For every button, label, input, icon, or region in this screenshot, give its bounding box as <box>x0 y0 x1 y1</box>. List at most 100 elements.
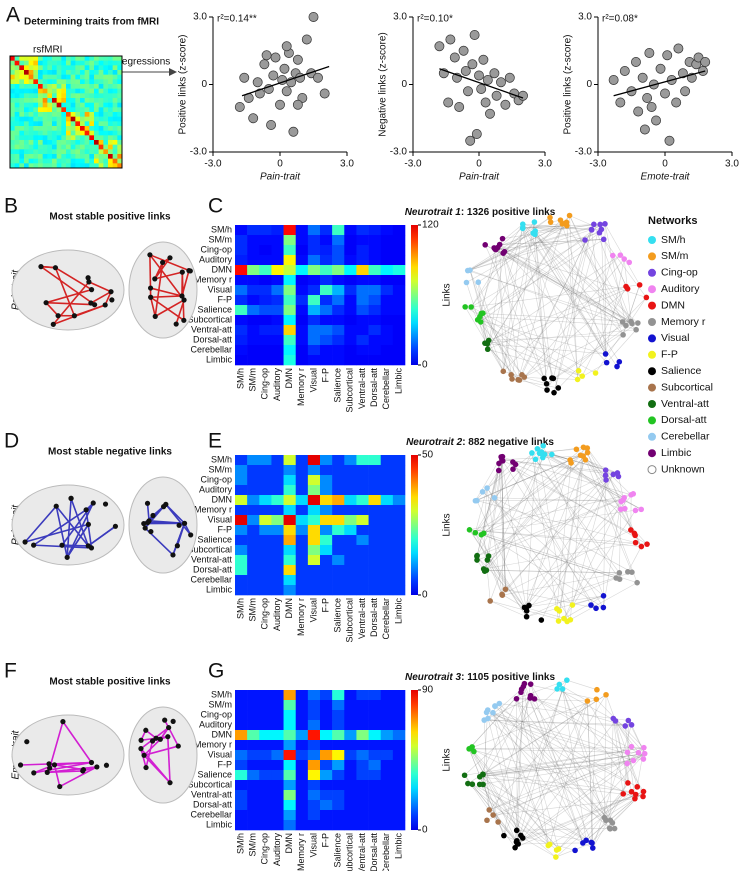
graph-node <box>635 749 642 756</box>
graph-edge <box>605 258 625 355</box>
graph-node <box>500 368 507 375</box>
brain-node <box>85 275 91 281</box>
graph-edge <box>553 229 592 393</box>
heat-cell <box>247 565 260 576</box>
heat-cell <box>295 730 309 741</box>
heat-cell <box>283 780 297 791</box>
graph-node <box>490 812 496 818</box>
heat-cell <box>307 315 321 326</box>
graph-node <box>502 586 509 593</box>
heat-cell <box>307 355 321 366</box>
heat-cell <box>344 335 357 346</box>
matrix-cell <box>52 154 57 159</box>
graph-edge <box>487 718 611 829</box>
matrix-cell <box>28 149 34 155</box>
brain-link <box>59 766 98 788</box>
matrix-cell <box>56 121 62 127</box>
brain-link <box>88 281 112 293</box>
matrix-cell <box>47 107 53 113</box>
row-label: SM/m <box>209 464 233 474</box>
matrix-cell <box>14 65 20 71</box>
matrix-cell <box>89 84 95 89</box>
matrix-cell <box>24 163 29 169</box>
matrix-cell <box>19 60 25 66</box>
graph-node <box>467 267 473 273</box>
matrix-cell <box>52 84 57 89</box>
x-axis-label: Pain-trait <box>260 172 301 183</box>
graph-node <box>603 359 610 366</box>
matrix-cell <box>108 135 113 141</box>
brain-node <box>109 297 115 303</box>
matrix-cell <box>103 163 109 169</box>
point <box>239 72 250 83</box>
matrix-cell <box>47 93 53 99</box>
graph-node <box>495 467 502 474</box>
matrix-cell <box>70 112 76 117</box>
matrix-cell <box>56 56 62 61</box>
heat-cell <box>344 740 357 751</box>
matrix-cell <box>56 130 62 136</box>
graph-edge <box>477 319 606 355</box>
heat-cell <box>368 545 382 556</box>
matrix-cell <box>94 154 99 159</box>
matrix-cell <box>84 154 90 159</box>
graph-edge <box>605 469 632 496</box>
matrix-cell <box>42 130 48 136</box>
matrix-cell <box>117 70 123 75</box>
graph-edge <box>553 297 647 393</box>
heat-cell <box>283 730 297 741</box>
brain-link <box>145 740 154 768</box>
matrix-cell <box>103 126 109 131</box>
point <box>619 66 630 76</box>
graph-edge <box>468 692 522 750</box>
matrix-cell <box>84 93 90 99</box>
graph-node <box>638 543 645 550</box>
matrix-cell <box>75 65 81 71</box>
heat-cell <box>332 355 345 366</box>
matrix-cell <box>112 112 118 117</box>
graph-edge <box>489 753 645 811</box>
graph-edge <box>530 684 584 844</box>
brain-node <box>144 500 151 506</box>
matrix-cell <box>10 88 15 94</box>
matrix-cell <box>33 102 39 108</box>
graph-edge <box>569 215 602 230</box>
matrix-cell <box>52 112 57 117</box>
heat-cell <box>307 325 321 336</box>
graph-edge <box>584 239 633 324</box>
heat-cell <box>271 750 284 761</box>
column-label: Auditory <box>272 833 282 867</box>
heat-cell <box>332 285 345 296</box>
matrix-cell <box>28 102 34 108</box>
graph-edge <box>488 460 504 557</box>
matrix-cell <box>10 98 15 103</box>
matrix-cell <box>52 79 57 85</box>
colorbar-tick-label: 90 <box>422 685 434 696</box>
matrix-cell <box>61 112 67 117</box>
graph-edge <box>476 463 500 556</box>
heat-cell <box>380 525 394 536</box>
connectivity-matrix <box>9 55 123 169</box>
heat-cell <box>356 690 369 701</box>
heat-cell <box>295 555 309 566</box>
legend-swatch <box>648 449 656 458</box>
matrix-cell <box>28 154 34 159</box>
matrix-cell <box>14 144 20 150</box>
graph-edge <box>483 533 604 608</box>
matrix-cell <box>28 130 34 136</box>
heat-cell <box>247 325 260 336</box>
point <box>489 68 500 79</box>
matrix-cell <box>42 126 48 131</box>
heat-cell <box>271 315 284 326</box>
matrix-cell <box>14 60 20 66</box>
heat-cell <box>259 585 272 596</box>
heat-cell <box>295 265 309 276</box>
matrix-cell <box>66 149 71 155</box>
brain-link <box>172 523 186 556</box>
heat-cell <box>392 740 406 751</box>
graph-edge <box>488 286 627 341</box>
brain-node <box>141 520 147 527</box>
matrix-cell <box>70 79 76 85</box>
heat-cell <box>259 455 272 466</box>
matrix-cell <box>112 149 118 155</box>
